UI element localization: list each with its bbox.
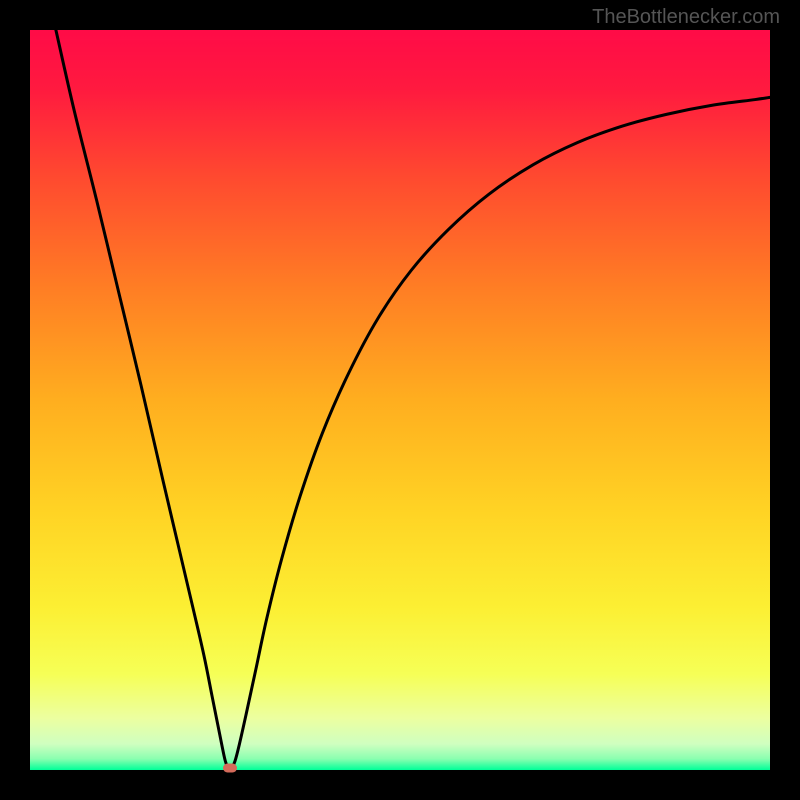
watermark-text: TheBottlenecker.com bbox=[592, 6, 780, 29]
bottleneck-curve bbox=[30, 30, 770, 770]
optimal-point-marker bbox=[223, 764, 237, 773]
curve-path bbox=[56, 30, 770, 769]
chart-container: TheBottlenecker.com bbox=[0, 0, 800, 800]
plot-area bbox=[30, 30, 770, 770]
